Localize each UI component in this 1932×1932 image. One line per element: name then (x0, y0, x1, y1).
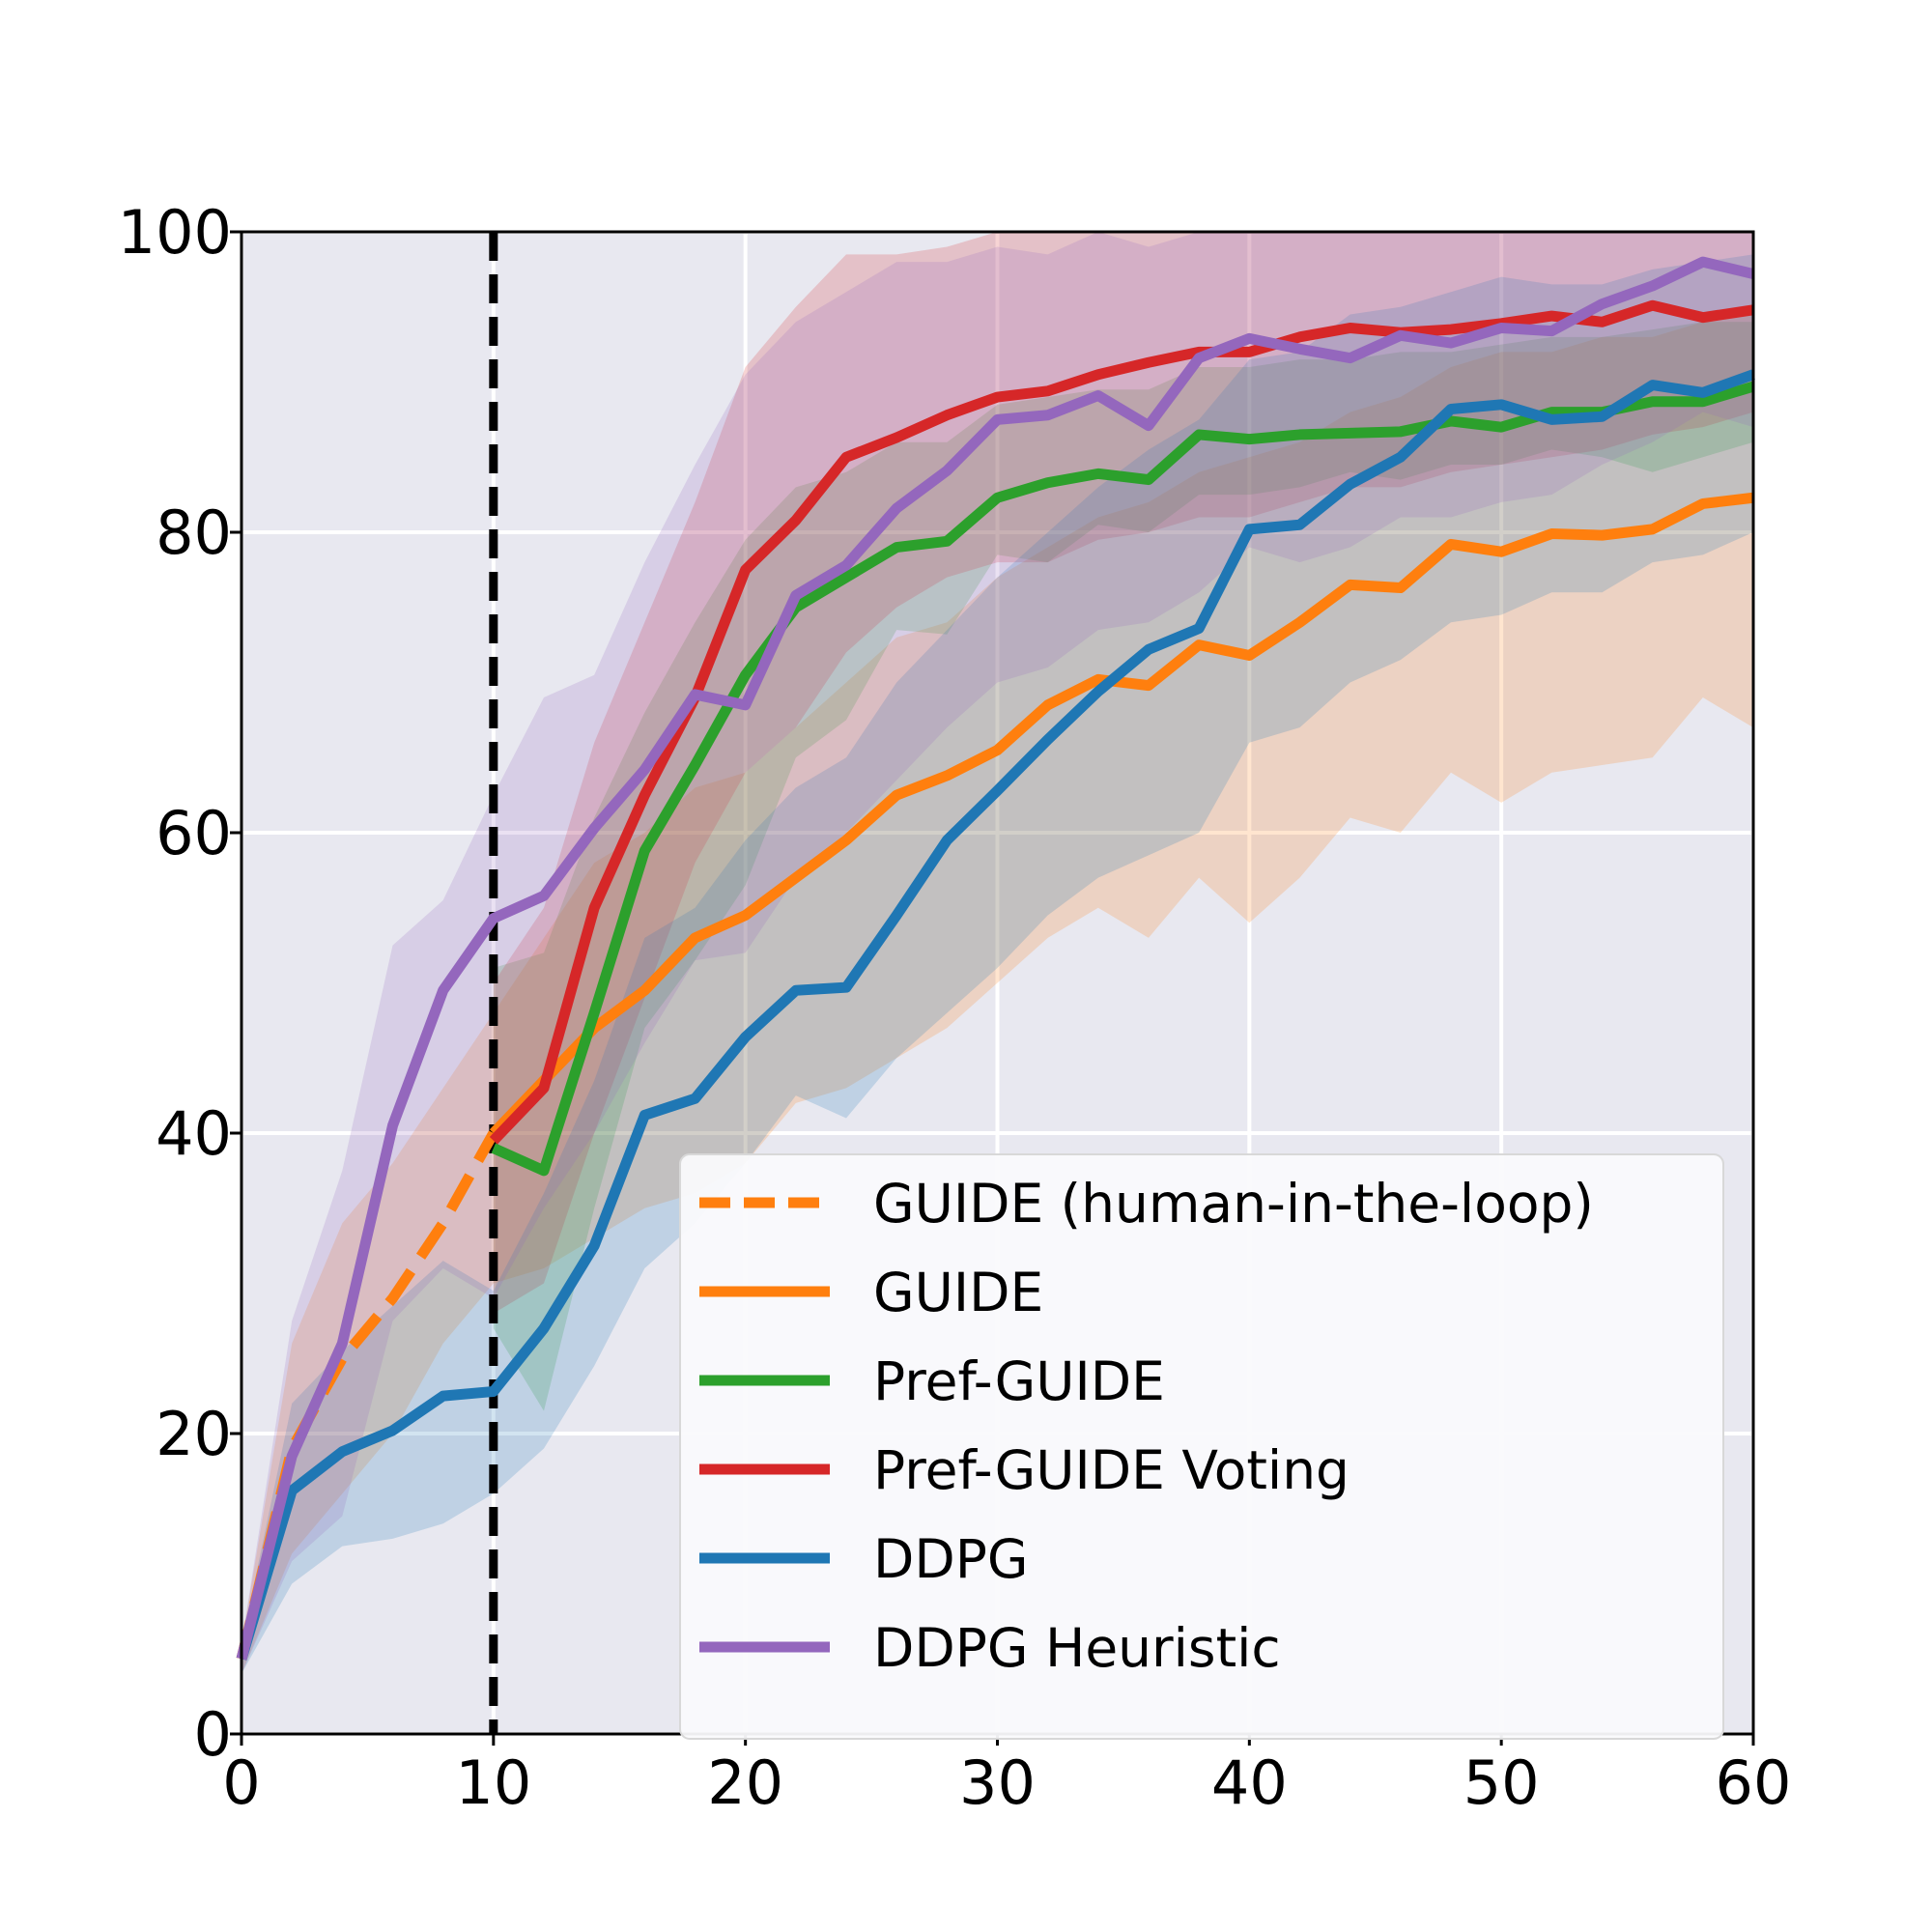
band-ddpg (242, 254, 1753, 1674)
x-tick-label: 20 (707, 1747, 783, 1818)
legend-box (679, 1153, 1724, 1740)
legend-label-guide: GUIDE (873, 1262, 1043, 1323)
y-tick-label: 80 (156, 497, 232, 568)
legend-label-ddpg: DDPG (873, 1528, 1029, 1590)
x-tick-label: 0 (222, 1747, 260, 1818)
y-tick-label: 100 (118, 197, 232, 268)
x-tick-label: 10 (455, 1747, 531, 1818)
y-tick-label: 60 (156, 798, 232, 868)
y-tick-label: 40 (156, 1098, 232, 1169)
line-ddpg-heuristic (236, 256, 1755, 1661)
x-tick-label: 40 (1211, 1747, 1288, 1818)
x-tick-label: 60 (1716, 1747, 1792, 1818)
legend-label-ddpg-heuristic: DDPG Heuristic (873, 1617, 1281, 1679)
legend-label-guide-human-in-the-loop: GUIDE (human-in-the-loop) (873, 1173, 1594, 1235)
y-tick-label: 0 (194, 1699, 232, 1770)
line-guide (489, 492, 1754, 1137)
legend-label-pref-guide: Pref-GUIDE (873, 1350, 1165, 1412)
line-pref-guide-voting (489, 299, 1754, 1145)
series-lines (236, 256, 1755, 1661)
axis-ticks: 0 10 20 30 40 50 60 0 20 40 60 80 100 (118, 197, 1792, 1818)
legend-label-pref-guide-voting: Pref-GUIDE Voting (873, 1439, 1350, 1501)
line-ddpg (236, 369, 1755, 1661)
band-guide-human-in-the-loop (242, 1012, 494, 1674)
legend: GUIDE (human-in-the-loop) GUIDE Pref-GUIDE… (679, 1153, 1724, 1740)
x-tick-label: 30 (959, 1747, 1036, 1818)
y-tick-label: 20 (156, 1399, 232, 1469)
band-ddpg-heuristic (242, 232, 1753, 1674)
x-tick-label: 50 (1463, 1747, 1540, 1818)
